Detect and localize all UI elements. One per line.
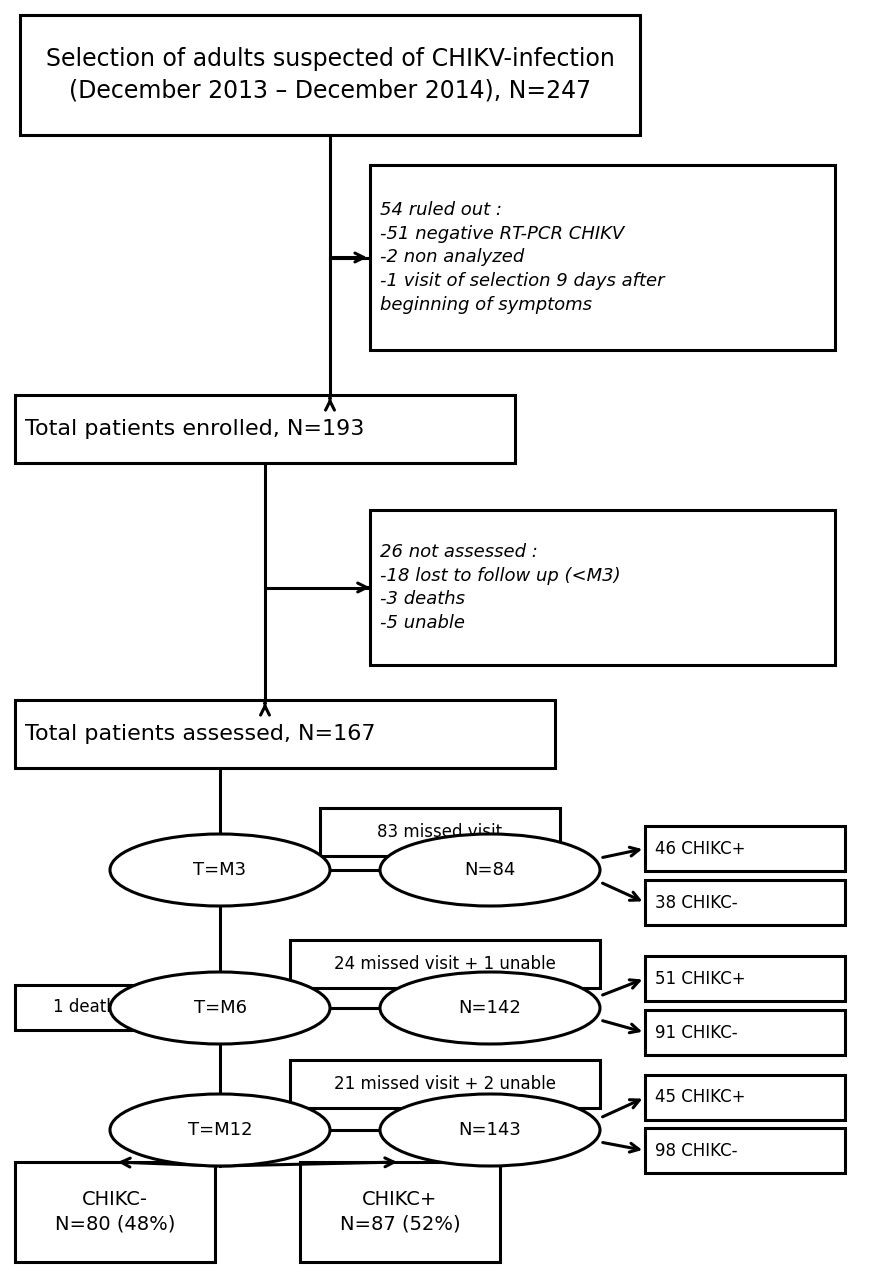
FancyBboxPatch shape [15,396,515,463]
Text: 1 death: 1 death [53,998,117,1016]
FancyBboxPatch shape [645,956,845,1001]
Ellipse shape [380,972,600,1044]
Text: 24 missed visit + 1 unable: 24 missed visit + 1 unable [334,955,556,973]
FancyBboxPatch shape [645,1010,845,1055]
Text: 54 ruled out :
-51 negative RT-PCR CHIKV
-2 non analyzed
-1 visit of selection 9: 54 ruled out : -51 negative RT-PCR CHIKV… [380,201,664,314]
Text: N=142: N=142 [458,998,521,1018]
Ellipse shape [380,1094,600,1166]
Text: 45 CHIKC+: 45 CHIKC+ [655,1088,746,1106]
FancyBboxPatch shape [645,826,845,870]
Text: N=84: N=84 [464,861,516,879]
FancyBboxPatch shape [15,1162,215,1262]
Text: 98 CHIKC-: 98 CHIKC- [655,1142,738,1160]
Text: T=M3: T=M3 [194,861,246,879]
FancyBboxPatch shape [290,1060,600,1108]
FancyBboxPatch shape [290,940,600,988]
Text: 83 missed visit: 83 missed visit [377,823,503,841]
Text: CHIKC+
N=87 (52%): CHIKC+ N=87 (52%) [340,1190,460,1234]
Ellipse shape [110,1094,330,1166]
Text: 21 missed visit + 2 unable: 21 missed visit + 2 unable [334,1075,556,1093]
FancyBboxPatch shape [370,509,835,666]
FancyBboxPatch shape [370,165,835,349]
Text: T=M12: T=M12 [188,1121,252,1139]
Text: T=M6: T=M6 [194,998,246,1018]
FancyBboxPatch shape [15,986,155,1030]
Text: 26 not assessed :
-18 lost to follow up (<M3)
-3 deaths
-5 unable: 26 not assessed : -18 lost to follow up … [380,543,621,632]
FancyBboxPatch shape [645,1128,845,1172]
FancyBboxPatch shape [320,808,560,856]
Text: 38 CHIKC-: 38 CHIKC- [655,893,738,911]
Text: Total patients enrolled, N=193: Total patients enrolled, N=193 [25,419,364,439]
Text: 46 CHIKC+: 46 CHIKC+ [655,840,746,858]
FancyBboxPatch shape [20,15,640,134]
Ellipse shape [110,835,330,906]
Text: Selection of adults suspected of CHIKV-infection
(December 2013 – December 2014): Selection of adults suspected of CHIKV-i… [45,47,615,102]
FancyBboxPatch shape [645,1075,845,1120]
FancyBboxPatch shape [15,700,555,768]
FancyBboxPatch shape [300,1162,500,1262]
Text: Total patients assessed, N=167: Total patients assessed, N=167 [25,724,375,744]
FancyBboxPatch shape [645,881,845,925]
Text: CHIKC-
N=80 (48%): CHIKC- N=80 (48%) [55,1190,175,1234]
Ellipse shape [380,835,600,906]
Ellipse shape [110,972,330,1044]
Text: 91 CHIKC-: 91 CHIKC- [655,1024,738,1042]
Text: 51 CHIKC+: 51 CHIKC+ [655,969,746,987]
Text: N=143: N=143 [458,1121,521,1139]
